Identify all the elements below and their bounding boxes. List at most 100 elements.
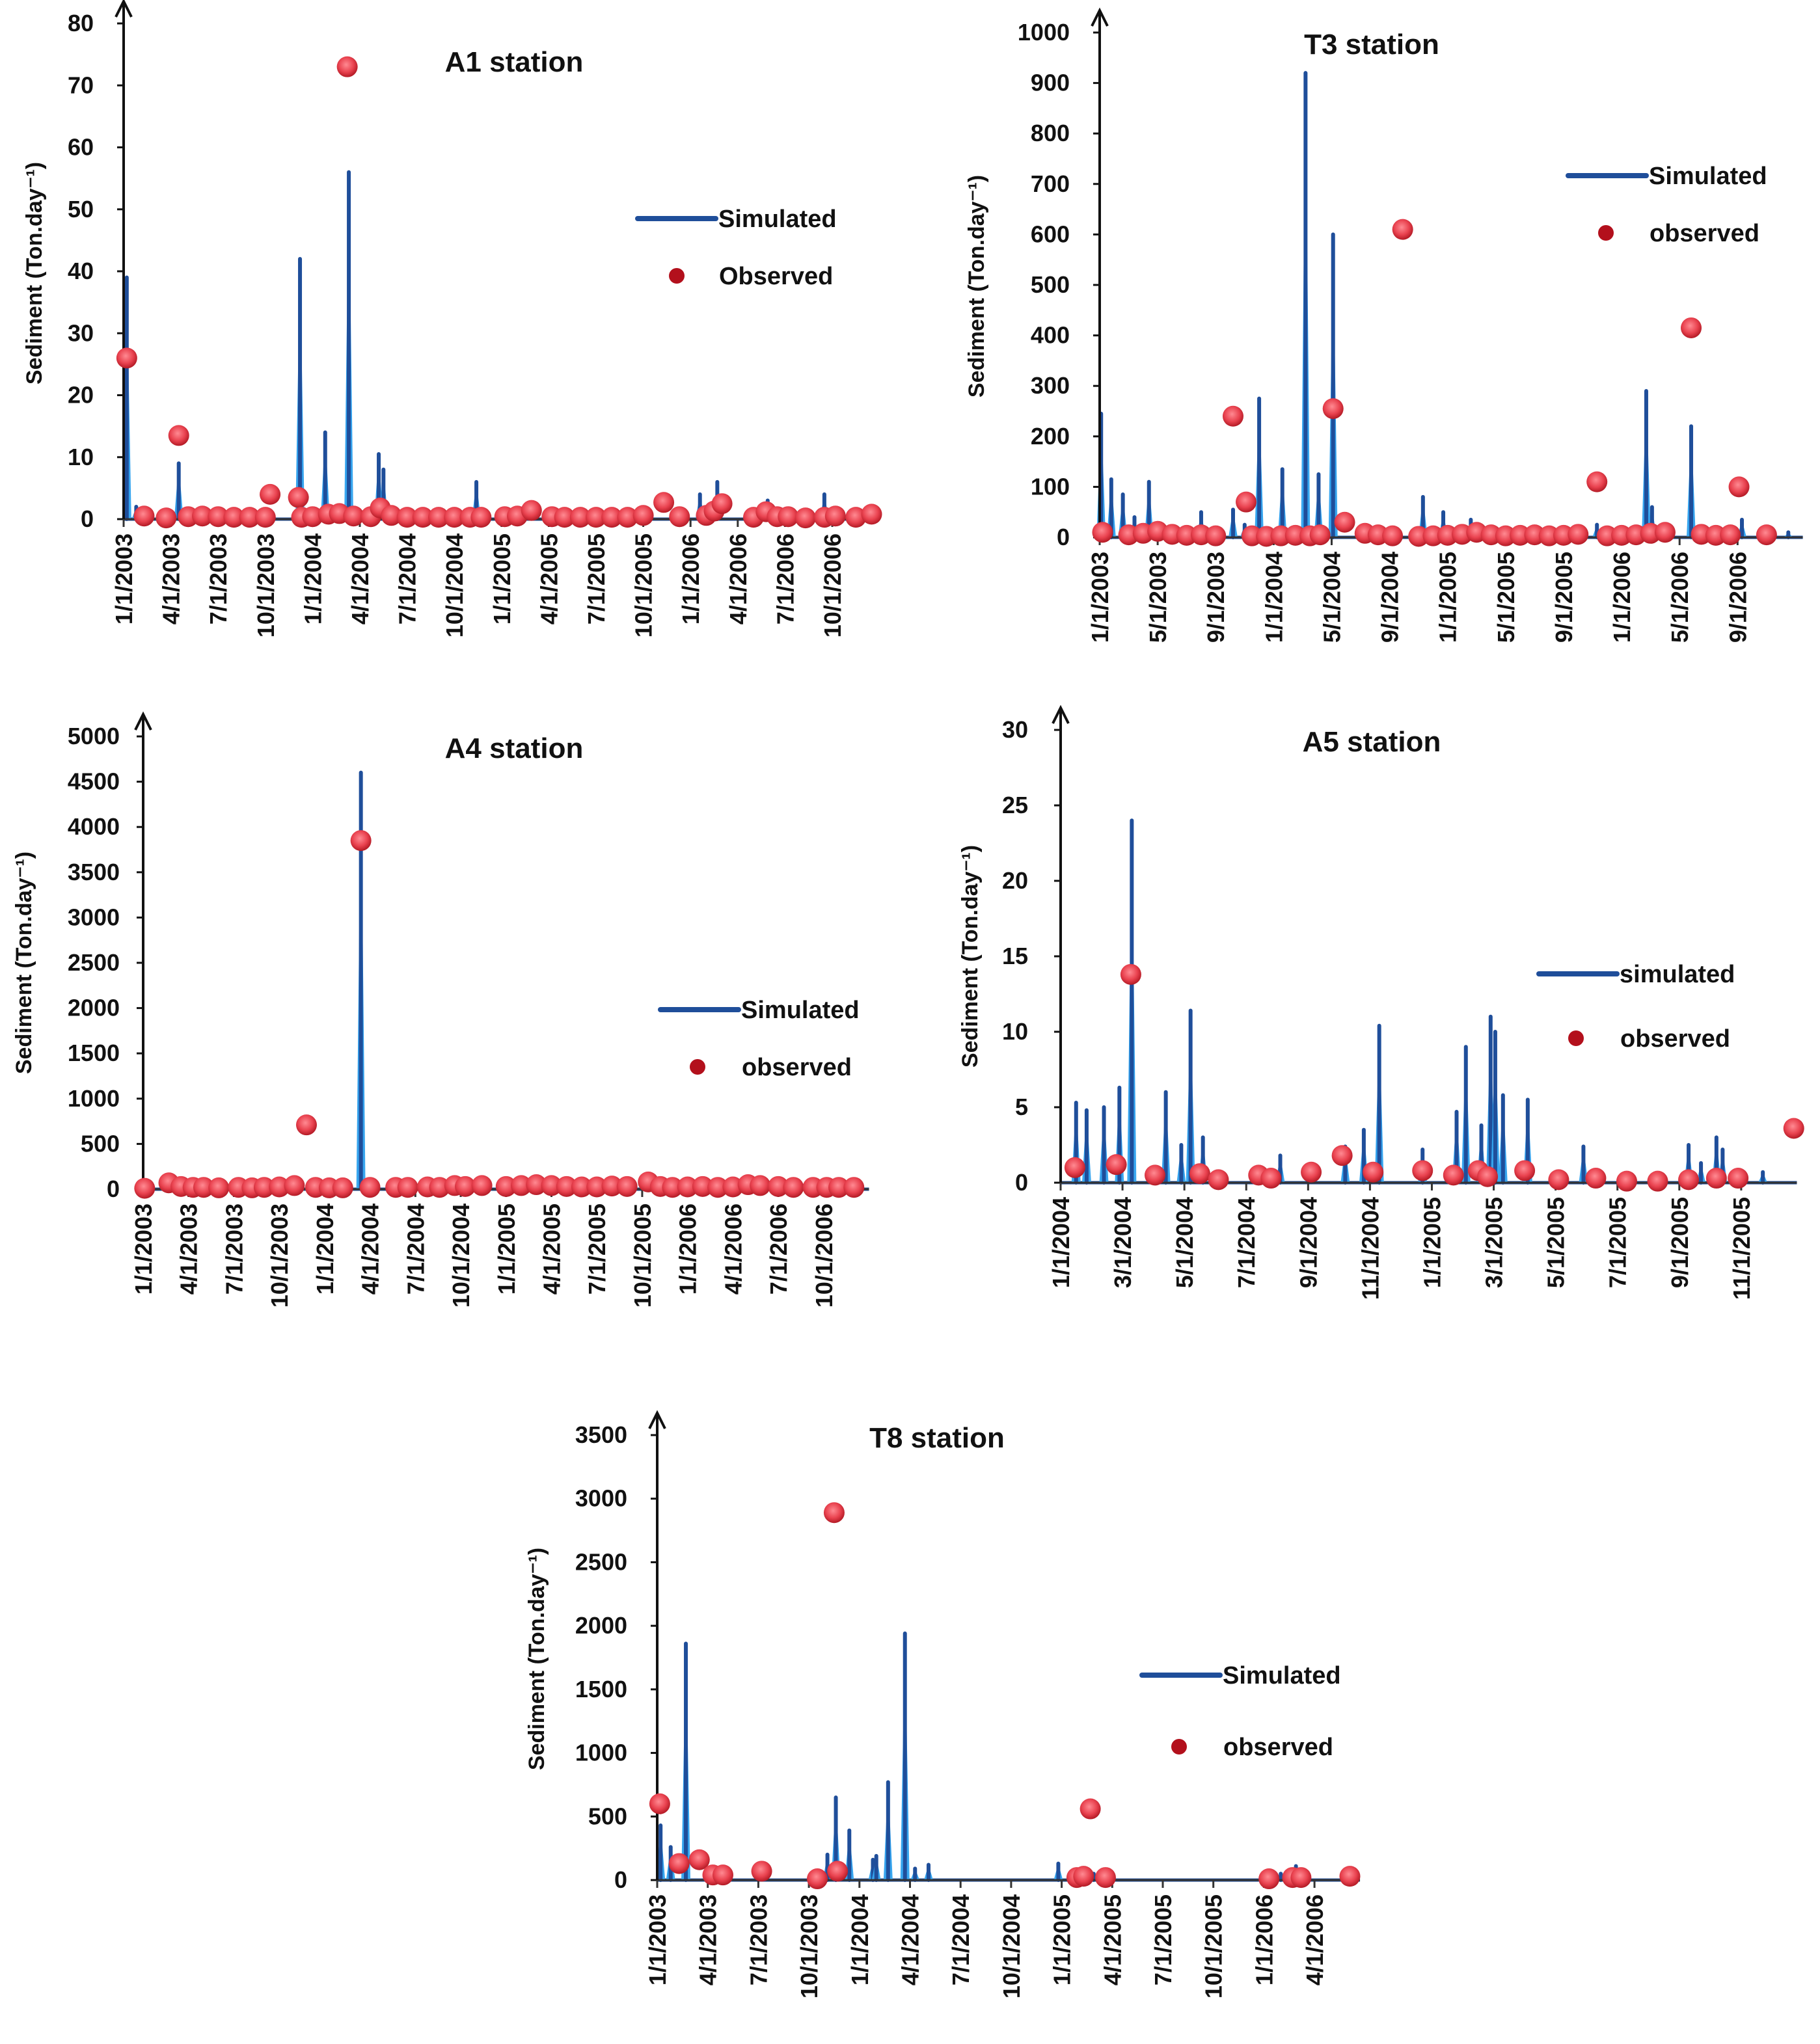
x-tick-label: 10/1/2006 [819, 533, 846, 638]
y-tick-label: 40 [68, 258, 94, 284]
observed-point [208, 1177, 230, 1198]
observed-point [260, 483, 281, 505]
observed-point [1720, 524, 1741, 546]
observed-point [1073, 1866, 1094, 1887]
observed-point [1189, 1163, 1210, 1185]
observed-point [569, 507, 591, 528]
observed-point [1783, 1118, 1804, 1139]
observed-point [1477, 1166, 1499, 1187]
observed-point [713, 1864, 734, 1886]
observed-point [1548, 1169, 1569, 1190]
observed-point [616, 1176, 638, 1197]
observed-point [521, 500, 542, 521]
observed-point [1678, 1169, 1700, 1190]
y-tick-label: 1500 [68, 1040, 120, 1066]
observed-point [381, 505, 402, 526]
x-tick-label: 7/1/2005 [1150, 1894, 1176, 1985]
x-tick-label: 7/1/2004 [947, 1894, 974, 1985]
x-tick-label: 7/1/2003 [205, 533, 232, 625]
observed-point [653, 492, 675, 513]
chart-title: A5 station [1303, 726, 1441, 758]
chart-title: T3 station [1304, 29, 1439, 61]
legend-simulated-label: Simulated [1649, 163, 1767, 190]
y-axis-label: Sediment (Ton.day⁻¹) [958, 845, 983, 1068]
x-tick-label: 5/1/2005 [1543, 1197, 1569, 1288]
observed-point [332, 1177, 353, 1198]
observed-point [1596, 525, 1618, 546]
x-tick-label: 7/1/2005 [584, 1204, 610, 1295]
y-tick-label: 1500 [575, 1676, 627, 1702]
legend-observed-label: observed [1650, 220, 1759, 247]
x-tick-label: 1/1/2005 [1049, 1894, 1076, 1985]
x-tick-label: 10/1/2004 [441, 533, 468, 638]
x-tick-label: 4/1/2006 [1301, 1894, 1328, 1985]
y-tick-label: 100 [1031, 473, 1070, 500]
x-tick-label: 1/1/2004 [847, 1894, 873, 1985]
observed-point [649, 1793, 670, 1814]
x-tick-label: 5/1/2006 [1666, 552, 1693, 643]
observed-point [768, 1176, 789, 1197]
chart-title: A1 station [445, 46, 584, 78]
x-tick-label: 9/1/2006 [1724, 552, 1751, 643]
x-tick-label: 9/1/2004 [1295, 1197, 1322, 1288]
observed-point [1728, 476, 1750, 498]
observed-point [1514, 1160, 1536, 1181]
observed-point [827, 1861, 849, 1882]
observed-point [692, 1176, 713, 1197]
y-tick-label: 2500 [68, 949, 120, 976]
y-tick-label: 800 [1031, 120, 1070, 146]
y-tick-label: 300 [1031, 372, 1070, 399]
y-tick-label: 2500 [575, 1548, 627, 1575]
x-tick-label: 7/1/2004 [402, 1204, 429, 1295]
observed-point [1611, 524, 1633, 546]
observed-point [1647, 1170, 1668, 1192]
observed-point [711, 493, 733, 515]
observed-point [1092, 522, 1113, 543]
x-tick-label: 11/1/2005 [1728, 1197, 1755, 1300]
observed-point [1222, 405, 1243, 427]
x-tick-label: 4/1/2004 [897, 1894, 924, 1985]
x-tick-label: 1/1/2006 [677, 533, 704, 625]
x-tick-label: 1/1/2005 [1435, 552, 1461, 643]
y-tick-label: 2000 [68, 995, 120, 1021]
observed-point [134, 1177, 156, 1199]
legend-observed-label: observed [1620, 1025, 1730, 1053]
y-tick-label: 0 [1015, 1169, 1028, 1196]
observed-point [1422, 525, 1444, 546]
x-tick-label: 1/1/2004 [299, 533, 326, 625]
x-tick-label: 7/1/2003 [745, 1894, 772, 1985]
y-tick-label: 4500 [68, 768, 120, 795]
observed-point [302, 506, 323, 528]
x-tick-label: 10/1/2003 [252, 533, 279, 638]
y-tick-label: 15 [1002, 943, 1028, 969]
observed-point [116, 347, 137, 369]
observed-point [1301, 1161, 1322, 1183]
y-tick-label: 25 [1002, 792, 1028, 818]
legend-observed-dot-icon [669, 268, 685, 284]
x-tick-label: 11/1/2004 [1357, 1197, 1383, 1300]
observed-point [397, 1177, 418, 1198]
x-tick-label: 4/1/2006 [725, 533, 752, 625]
legend-observed-dot-icon [1568, 1030, 1584, 1046]
observed-point [1284, 524, 1306, 546]
y-axis-arrow-icon [1052, 705, 1070, 724]
y-tick-label: 0 [614, 1866, 627, 1893]
y-tick-label: 3500 [68, 859, 120, 885]
x-tick-label: 4/1/2004 [357, 1204, 384, 1295]
y-axis-label: Sediment (Ton.day⁻¹) [964, 175, 989, 397]
x-tick-label: 9/1/2004 [1377, 552, 1404, 643]
observed-point [269, 1176, 290, 1198]
x-tick-label: 4/1/2005 [1099, 1894, 1126, 1985]
observed-point [662, 1177, 683, 1198]
y-tick-label: 600 [1031, 221, 1070, 247]
observed-point [288, 487, 309, 508]
observed-point [133, 505, 155, 527]
x-tick-label: 1/1/2003 [130, 1204, 157, 1295]
legend-observed-label: Observed [719, 263, 833, 290]
observed-point [1290, 1867, 1312, 1889]
observed-point [688, 1849, 710, 1870]
observed-point [1258, 1868, 1280, 1890]
observed-point [1681, 317, 1702, 338]
observed-point [632, 505, 654, 526]
y-tick-label: 70 [68, 72, 94, 98]
